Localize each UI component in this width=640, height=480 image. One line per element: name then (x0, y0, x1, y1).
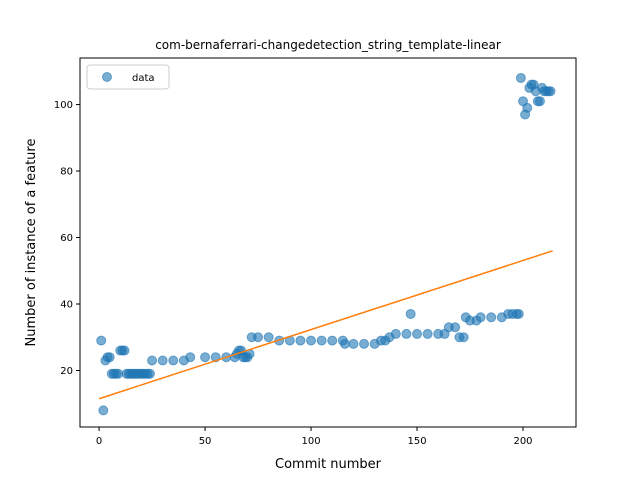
data-point (514, 309, 523, 318)
data-point (120, 346, 129, 355)
y-axis-label: Number of instance of a feature (24, 139, 39, 347)
data-point (391, 329, 400, 338)
data-point (97, 336, 106, 345)
data-point (340, 339, 349, 348)
data-point (360, 339, 369, 348)
data-point (516, 73, 525, 82)
data-point (169, 356, 178, 365)
legend-marker (103, 73, 112, 82)
y-tick-label: 40 (60, 300, 73, 311)
data-point (413, 329, 422, 338)
data-point (402, 329, 411, 338)
data-point (328, 336, 337, 345)
data-point (523, 103, 532, 112)
y-tick-label: 60 (60, 233, 73, 244)
data-point (264, 333, 273, 342)
y-tick-label: 80 (60, 167, 73, 178)
data-point (349, 339, 358, 348)
x-tick-label: 0 (96, 436, 102, 447)
x-axis-label: Commit number (275, 457, 382, 472)
data-point (296, 336, 305, 345)
data-point (254, 333, 263, 342)
legend-label: data (132, 73, 155, 84)
data-point (201, 353, 210, 362)
x-tick-label: 50 (199, 436, 212, 447)
data-point (158, 356, 167, 365)
data-point (145, 369, 154, 378)
data-point (105, 353, 114, 362)
data-point (535, 97, 544, 106)
data-point (186, 353, 195, 362)
y-tick-label: 100 (54, 100, 73, 111)
data-point (459, 333, 468, 342)
data-point (406, 309, 415, 318)
data-point (148, 356, 157, 365)
data-point (423, 329, 432, 338)
data-point (114, 369, 123, 378)
x-tick-label: 200 (513, 436, 532, 447)
data-point (307, 336, 316, 345)
data-point (487, 313, 496, 322)
x-tick-label: 100 (301, 436, 320, 447)
data-point (451, 323, 460, 332)
data-point (317, 336, 326, 345)
chart-title: com-bernaferrari-changedetection_string_… (155, 38, 501, 52)
y-tick-label: 20 (60, 366, 73, 377)
x-tick-label: 150 (407, 436, 426, 447)
legend: data (87, 65, 169, 89)
data-point (99, 406, 108, 415)
legend-box (87, 65, 169, 89)
data-point (546, 87, 555, 96)
data-point (476, 313, 485, 322)
